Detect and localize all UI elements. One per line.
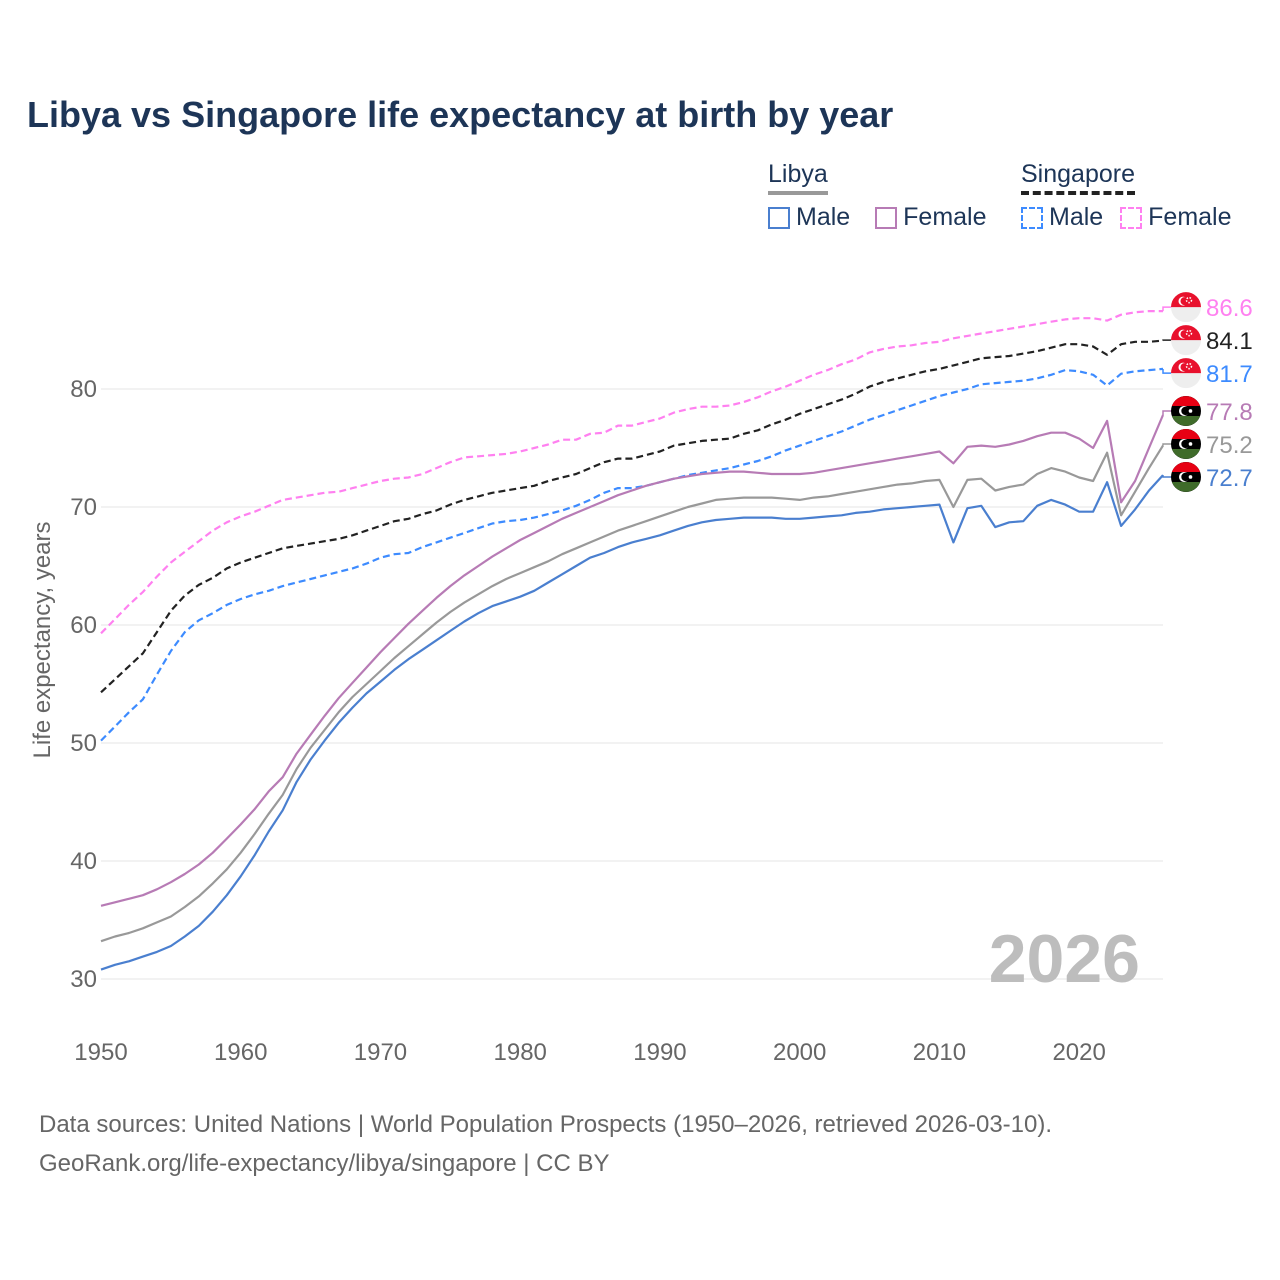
- label-connector: [1162, 475, 1173, 478]
- singapore-flag-icon: [1171, 292, 1201, 323]
- flag-red-band: [1171, 429, 1201, 439]
- source-text: Data sources: United Nations | World Pop…: [39, 1111, 1053, 1138]
- legend-libya-male-label: Male: [796, 203, 851, 231]
- flag-crescent-cut: [1180, 363, 1189, 372]
- flag-red-band: [1171, 396, 1201, 406]
- flag-star: [1188, 475, 1193, 479]
- series-line-libya-female: [100, 414, 1165, 907]
- series-line-singapore: [100, 339, 1164, 694]
- x-tick-label: 1960: [214, 1039, 267, 1066]
- series-line-libya: [100, 445, 1164, 943]
- legend-libya-male[interactable]: Male: [768, 203, 850, 232]
- female-swatch-icon: [875, 206, 898, 229]
- end-value-label: 81.7: [1206, 361, 1253, 388]
- male-swatch-icon: [1021, 206, 1043, 229]
- legend-singapore: Singapore Male Female: [1021, 160, 1250, 236]
- series-line-libya-male: [100, 474, 1164, 971]
- x-tick-label: 1980: [494, 1039, 547, 1066]
- flag-stars: [1185, 362, 1193, 370]
- flag-crescent-cut: [1180, 330, 1189, 339]
- legend-singapore-male-label: Male: [1049, 203, 1104, 231]
- label-connector: [1162, 306, 1173, 312]
- female-swatch-icon: [1120, 206, 1143, 229]
- flag-crescent-cut: [1181, 406, 1190, 416]
- singapore-flag-icon: [1171, 325, 1201, 356]
- series-line-singapore-male: [100, 367, 1164, 742]
- chart-title: Libya vs Singapore life expectancy at bi…: [27, 94, 894, 135]
- footer: Data sources: United Nations | World Pop…: [39, 1105, 1052, 1183]
- singapore-flag-icon: [1171, 358, 1201, 389]
- label-connector: [1162, 339, 1173, 341]
- y-tick-label: 60: [70, 612, 97, 639]
- libya-flag-icon: [1171, 461, 1201, 492]
- legend-libya-female-label: Female: [903, 203, 987, 231]
- label-connector: [1162, 368, 1173, 374]
- male-swatch-icon: [768, 206, 790, 229]
- flag-green-band: [1171, 415, 1201, 426]
- libya-flag-icon: [1171, 395, 1201, 426]
- x-tick-label: 2020: [1052, 1039, 1105, 1066]
- y-tick-label: 30: [70, 966, 97, 993]
- x-tick-label: 2000: [773, 1039, 826, 1066]
- y-tick-label: 70: [70, 494, 97, 521]
- legend-singapore-female-label: Female: [1148, 203, 1232, 231]
- label-connector: [1162, 443, 1173, 446]
- end-value-label: 72.7: [1206, 465, 1253, 492]
- x-tick-label: 1990: [633, 1039, 686, 1066]
- legend-libya-label: Libya: [768, 160, 828, 195]
- flag-crescent-cut: [1181, 472, 1190, 482]
- flag-crescent-cut: [1181, 439, 1190, 449]
- legend-singapore-label: Singapore: [1021, 160, 1135, 195]
- end-value-label: 75.2: [1206, 432, 1253, 459]
- x-tick-label: 2010: [913, 1039, 966, 1066]
- flag-crescent-cut: [1180, 297, 1189, 306]
- label-connector: [1162, 410, 1173, 415]
- flag-star: [1188, 442, 1193, 446]
- year-watermark: 2026: [989, 921, 1140, 997]
- y-tick-label: 80: [70, 376, 97, 403]
- legend-libya: Libya Male Female: [768, 160, 1005, 236]
- legend-singapore-female[interactable]: Female: [1120, 203, 1232, 232]
- y-tick-label: 40: [70, 848, 97, 875]
- x-tick-label: 1950: [74, 1039, 127, 1066]
- legend-singapore-male[interactable]: Male: [1021, 203, 1103, 232]
- x-tick-label: 1970: [354, 1039, 407, 1066]
- libya-flag-icon: [1171, 428, 1201, 459]
- series-line-singapore-female: [100, 310, 1163, 635]
- end-value-label: 86.6: [1206, 295, 1253, 322]
- attribution-link[interactable]: GeoRank.org/life-expectancy/libya/singap…: [39, 1150, 610, 1177]
- flag-red-band: [1171, 462, 1201, 472]
- flag-stars: [1185, 296, 1193, 304]
- legend-libya-female[interactable]: Female: [875, 203, 987, 232]
- end-value-label: 84.1: [1206, 328, 1253, 355]
- end-value-label: 77.8: [1206, 399, 1253, 426]
- flag-green-band: [1171, 481, 1201, 492]
- flag-stars: [1185, 329, 1193, 337]
- y-tick-label: 50: [70, 730, 97, 757]
- flag-star: [1188, 409, 1193, 413]
- flag-green-band: [1171, 448, 1201, 459]
- y-axis-label: Life expectancy, years: [29, 521, 56, 758]
- line-chart: 30 40 50 60 70 80 1950 1960 1970 1980 1990 2000 2010…: [29, 292, 1253, 1066]
